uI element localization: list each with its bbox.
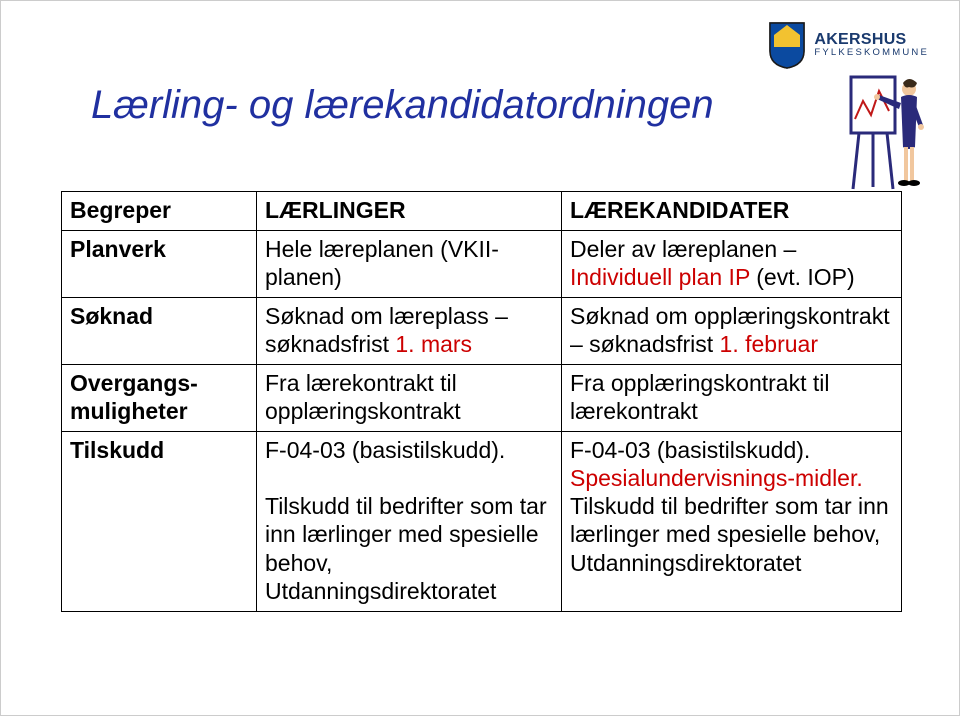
shield-icon [768,21,806,69]
text: F-04-03 (basistilskudd). [570,437,810,463]
text: F-04-03 (basistilskudd). [265,437,505,463]
cell-tilskudd-kandidater: F-04-03 (basistilskudd). Spesialundervis… [562,432,902,611]
brand-line1: AKERSHUS [814,32,929,49]
cell-planverk-laerlinger: Hele læreplanen (VKII-planen) [257,231,562,298]
header-laerekandidater: LÆREKANDIDATER [562,192,902,231]
brand-line2: FYLKESKOMMUNE [814,48,929,58]
text-highlight: Spesialundervisnings-midler. [570,465,863,491]
text: Tilskudd til bedrifter som tar inn lærli… [570,493,889,575]
table-header-row: Begreper LÆRLINGER LÆREKANDIDATER [62,192,902,231]
brand-text: AKERSHUS FYLKESKOMMUNE [814,32,929,59]
text: Tilskudd til bedrifter som tar inn lærli… [265,493,547,603]
slide: AKERSHUS FYLKESKOMMUNE Lærling- og lærek… [0,0,960,716]
text: (evt. IOP) [750,264,855,290]
text-highlight: Individuell plan IP [570,264,750,290]
cell-soknad-kandidater: Søknad om opplæringskontrakt – søknadsfr… [562,298,902,365]
row-label-tilskudd: Tilskudd [62,432,257,611]
row-label-soknad: Søknad [62,298,257,365]
header-begreper: Begreper [62,192,257,231]
page-title: Lærling- og lærekandidatordningen [91,83,714,128]
table-container: Begreper LÆRLINGER LÆREKANDIDATER Planve… [61,191,901,612]
cell-tilskudd-laerlinger: F-04-03 (basistilskudd). Tilskudd til be… [257,432,562,611]
header-laerlinger: LÆRLINGER [257,192,562,231]
table-row: Tilskudd F-04-03 (basistilskudd). Tilsku… [62,432,902,611]
row-label-overgang: Overgangs-muligheter [62,365,257,432]
table-row: Søknad Søknad om læreplass – søknadsfris… [62,298,902,365]
cell-overgang-laerlinger: Fra lærekontrakt til opplæringskontrakt [257,365,562,432]
brand-logo: AKERSHUS FYLKESKOMMUNE [768,21,929,69]
text: Deler av læreplanen – [570,236,796,262]
text-highlight: 1. mars [395,331,472,357]
cell-planverk-kandidater: Deler av læreplanen – Individuell plan I… [562,231,902,298]
comparison-table: Begreper LÆRLINGER LÆREKANDIDATER Planve… [61,191,902,612]
cell-overgang-kandidater: Fra opplæringskontrakt til lærekontrakt [562,365,902,432]
row-label-planverk: Planverk [62,231,257,298]
table-row: Planverk Hele læreplanen (VKII-planen) D… [62,231,902,298]
cell-soknad-laerlinger: Søknad om læreplass – søknadsfrist 1. ma… [257,298,562,365]
text-highlight: 1. februar [720,331,818,357]
table-row: Overgangs-muligheter Fra lærekontrakt ti… [62,365,902,432]
